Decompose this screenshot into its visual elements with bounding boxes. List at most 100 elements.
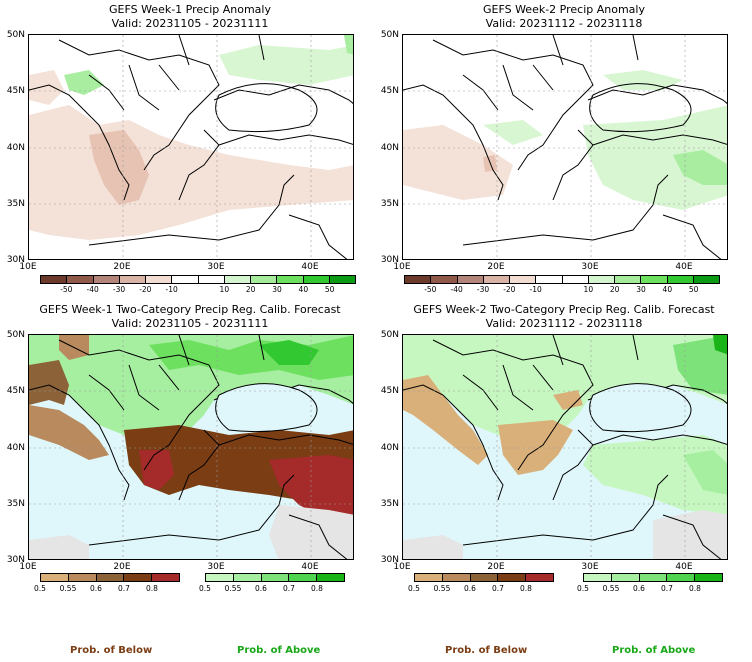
panel2-anomaly-colorbar	[404, 275, 720, 284]
panel4-prob-map	[402, 334, 728, 560]
p3-lon-10: 10E	[19, 562, 37, 572]
panel1-title: GEFS Week-1 Precip Anomaly Valid: 202311…	[27, 3, 353, 31]
colorbar-swatch	[611, 574, 640, 581]
colorbar-label: 0.8	[146, 584, 158, 593]
colorbar-swatch	[588, 276, 615, 283]
colorbar-label: 40	[298, 285, 309, 294]
p1-lat-45: 45N	[6, 86, 25, 96]
colorbar-label: 10	[219, 285, 230, 294]
panel1-map-svg	[29, 35, 353, 259]
panel3-below-colorbar	[40, 573, 180, 582]
panel1-anomaly-labels: -50 -40 -30 -20 -10 10 20 30 40 50	[40, 285, 356, 295]
colorbar-swatch	[41, 276, 68, 283]
below-strong-east	[269, 455, 353, 525]
panel3-above-colorbar	[205, 573, 345, 582]
colorbar-swatch	[431, 276, 458, 283]
panel4-above-labels: 0.5 0.55 0.6 0.7 0.8	[577, 584, 723, 594]
colorbar-label: 0.8	[311, 584, 323, 593]
panel1-anomaly-colorbar	[40, 275, 356, 284]
colorbar-swatch	[667, 574, 696, 581]
above-ne	[673, 335, 727, 395]
grey-sw	[403, 535, 463, 559]
p3-lon-40: 40E	[301, 562, 319, 572]
colorbar-swatch	[67, 276, 94, 283]
below-balkans	[498, 420, 573, 475]
colorbar-swatch	[470, 574, 499, 581]
panel1-valid-text: Valid: 20231105 - 20231111	[111, 17, 269, 30]
colorbar-label: 0.7	[118, 584, 130, 593]
dry-anomaly-nw	[29, 70, 64, 105]
panel3-below-labels: 0.5 0.55 0.6 0.7 0.8	[34, 584, 180, 594]
p2-lat-35: 35N	[380, 199, 399, 209]
colorbar-swatch	[303, 276, 330, 283]
p4-lat-30: 30N	[380, 555, 399, 565]
panel4-gridlines	[403, 335, 727, 559]
colorbar-swatch	[277, 276, 304, 283]
colorbar-label: -10	[529, 285, 542, 294]
below-italy	[403, 375, 488, 465]
colorbar-label: 0.7	[492, 584, 504, 593]
above-strongest	[259, 340, 319, 365]
colorbar-label: -40	[86, 285, 99, 294]
colorbar-swatch	[329, 276, 355, 283]
p3-lat-35: 35N	[6, 499, 25, 509]
colorbar-swatch	[510, 276, 537, 283]
legend-above-left: Prob. of Above	[237, 645, 321, 656]
colorbar-swatch	[261, 574, 290, 581]
panel1-coastlines	[29, 35, 353, 259]
colorbar-swatch	[93, 276, 120, 283]
p3-lat-50: 50N	[6, 330, 25, 340]
p2-lon-10: 10E	[393, 262, 411, 272]
wet-anomaly-east-strong	[673, 150, 727, 185]
colorbar-label: 30	[636, 285, 646, 294]
panel4-title-text: GEFS Week-2 Two-Category Precip Reg. Cal…	[413, 303, 715, 316]
below-italy	[29, 405, 109, 460]
p1-lat-30: 30N	[6, 255, 25, 265]
panel2-map-svg	[403, 35, 727, 259]
colorbar-label: -30	[112, 285, 126, 294]
p4-lon-40: 40E	[675, 562, 693, 572]
p2-lat-40: 40N	[380, 143, 399, 153]
grey-se	[269, 505, 353, 559]
p1-lat-40: 40N	[6, 143, 25, 153]
colorbar-swatch	[172, 276, 199, 283]
colorbar-swatch	[41, 574, 69, 581]
colorbar-label: 30	[272, 285, 282, 294]
colorbar-swatch	[584, 574, 612, 581]
colorbar-label: 0.8	[689, 584, 701, 593]
colorbar-swatch	[667, 276, 694, 283]
panel2-title-text: GEFS Week-2 Precip Anomaly	[482, 3, 645, 16]
panel2-anomaly-labels: -50 -40 -30 -20 -10 10 20 30 40 50	[404, 285, 720, 295]
panel3-above-labels: 0.5 0.55 0.6 0.7 0.8	[199, 584, 345, 594]
below-nw	[29, 360, 69, 405]
colorbar-swatch	[526, 574, 553, 581]
dry-anomaly-west	[403, 125, 513, 200]
p2-lon-40: 40E	[675, 262, 693, 272]
colorbar-swatch	[562, 276, 589, 283]
panel3-prob-map	[28, 334, 354, 560]
panel1-gridlines	[29, 35, 353, 259]
colorbar-swatch	[536, 276, 563, 283]
p1-lon-20: 20E	[113, 262, 131, 272]
legend-below-left: Prob. of Below	[70, 645, 153, 656]
colorbar-swatch	[96, 574, 125, 581]
p2-lat-50: 50N	[380, 30, 399, 40]
panel4-map-svg	[403, 335, 727, 559]
colorbar-swatch	[206, 574, 234, 581]
colorbar-label: 0.55	[433, 584, 451, 593]
panel3-map-svg	[29, 335, 353, 559]
panel4-valid-text: Valid: 20231112 - 20231118	[485, 317, 643, 330]
panel3-coastlines	[29, 335, 353, 559]
colorbar-label: 50	[688, 285, 699, 294]
panel2-title: GEFS Week-2 Precip Anomaly Valid: 202311…	[401, 3, 727, 31]
colorbar-label: 0.7	[661, 584, 673, 593]
p3-lon-20: 20E	[113, 562, 131, 572]
panel4-below-colorbar	[414, 573, 554, 582]
p1-lon-40: 40E	[301, 262, 319, 272]
panel1-title-text: GEFS Week-1 Precip Anomaly	[108, 3, 271, 16]
colorbar-swatch	[289, 574, 318, 581]
above-ne-strong	[713, 335, 727, 355]
colorbar-label: 20	[609, 285, 620, 294]
colorbar-label: 0.5	[577, 584, 589, 593]
colorbar-swatch	[483, 276, 510, 283]
